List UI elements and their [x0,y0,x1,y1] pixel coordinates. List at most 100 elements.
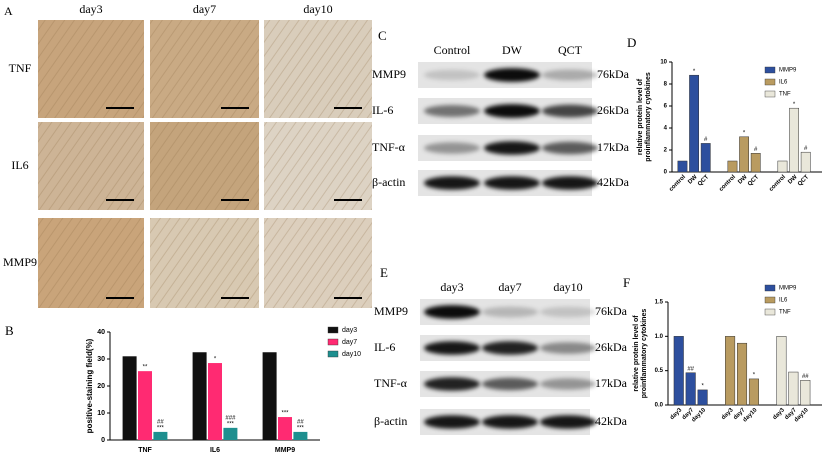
y-tick-label: 30 [97,356,105,363]
protein-label: TNF-α [372,140,406,154]
y-tick-label: 40 [97,329,105,336]
significance-mark: * [693,69,696,75]
bar [153,431,168,440]
row-label: IL6 [11,158,28,172]
micrograph-texture [264,20,372,118]
y-tick-label: 0.0 [655,403,664,409]
molecular-weight: 26kDa [597,103,630,117]
blot-band [540,306,596,318]
protein-label: β-actin [372,175,405,189]
bar [789,107,799,173]
significance-mark: * [701,383,704,389]
y-tick-label: 1.5 [655,300,664,306]
legend-swatch [327,326,339,334]
significance-mark: # [804,146,808,152]
legend-label: IL6 [779,80,788,86]
molecular-weight: 17kDa [595,376,628,390]
significance-mark: ### [225,415,236,421]
y-tick-label: 0.5 [655,368,664,374]
blot-band [484,176,540,190]
blot-band [424,105,480,117]
significance-mark: * [743,130,746,136]
panel-label: C [378,28,387,43]
significance-mark: *** [281,411,289,417]
legend-label: day7 [342,339,357,346]
significance-mark: *** [297,425,305,431]
bar [122,356,137,440]
bar [223,427,238,440]
blot-band [484,141,540,155]
blot-band [424,176,480,190]
lane-label: day7 [498,280,521,294]
molecular-weight: 42kDa [597,175,630,189]
y-tick-label: 1.0 [655,334,664,340]
molecular-weight: 76kDa [597,67,630,81]
panel-label: A [4,4,13,18]
panel-label: D [627,35,636,50]
blot-band [540,415,596,429]
bar [776,336,787,406]
protein-label: MMP9 [374,304,408,318]
significance-mark: # [704,137,708,143]
blot-band [484,68,540,82]
protein-label: IL-6 [372,103,393,117]
legend-swatch [764,66,776,74]
micrograph-texture [150,122,259,210]
bar [293,431,308,440]
bar [800,151,811,173]
molecular-weight: 42kDa [595,414,628,428]
protein-label: IL-6 [374,340,395,354]
bar [673,336,684,406]
x-tick-label: IL6 [210,447,220,454]
y-tick-label: 20 [97,383,105,390]
bar [278,417,292,440]
significance-mark: # [754,147,758,153]
legend-swatch [764,78,776,86]
blot-band [540,378,596,390]
panel-label: F [623,275,630,290]
bar [689,74,699,173]
blot-band [542,69,598,81]
blot-band [484,104,540,118]
y-axis-label: relative protein level of [637,78,644,155]
y-tick-label: 2 [664,148,668,154]
bar [777,160,788,173]
legend-label: MMP9 [779,68,797,74]
significance-mark: ** [143,365,148,371]
y-tick-label: 10 [97,410,105,417]
y-tick-label: 10 [660,60,667,66]
bar [262,352,277,440]
significance-mark: *** [157,425,165,431]
micrograph-texture [150,20,259,118]
y-axis-label: proinflammatory cytokines [645,72,652,162]
row-label: MMP9 [3,255,37,269]
significance-mark: ## [687,366,694,372]
legend-swatch [327,350,339,358]
column-label: day10 [303,2,332,16]
column-label: day3 [79,2,102,16]
legend-swatch [764,296,776,304]
micrograph-texture [150,218,259,308]
blot-band [482,377,538,391]
legend-label: day10 [342,351,361,358]
legend-swatch [327,338,339,346]
blot-band [482,341,538,355]
blot-band [542,104,598,118]
y-tick-label: 6 [664,104,668,110]
legend-swatch [764,90,776,98]
significance-mark: * [793,102,796,108]
significance-mark: *** [227,421,235,427]
blot-band [482,415,538,429]
bar [736,342,748,406]
legend-label: IL6 [779,298,788,304]
micrograph-texture [38,122,144,210]
bar [192,352,207,440]
micrograph-texture [38,20,144,118]
molecular-weight: 76kDa [595,304,628,318]
micrograph-texture [264,122,372,210]
lane-label: day3 [440,280,463,294]
micrograph-texture [38,218,144,308]
blot-band [482,306,538,318]
protein-label: TNF-α [374,376,408,390]
